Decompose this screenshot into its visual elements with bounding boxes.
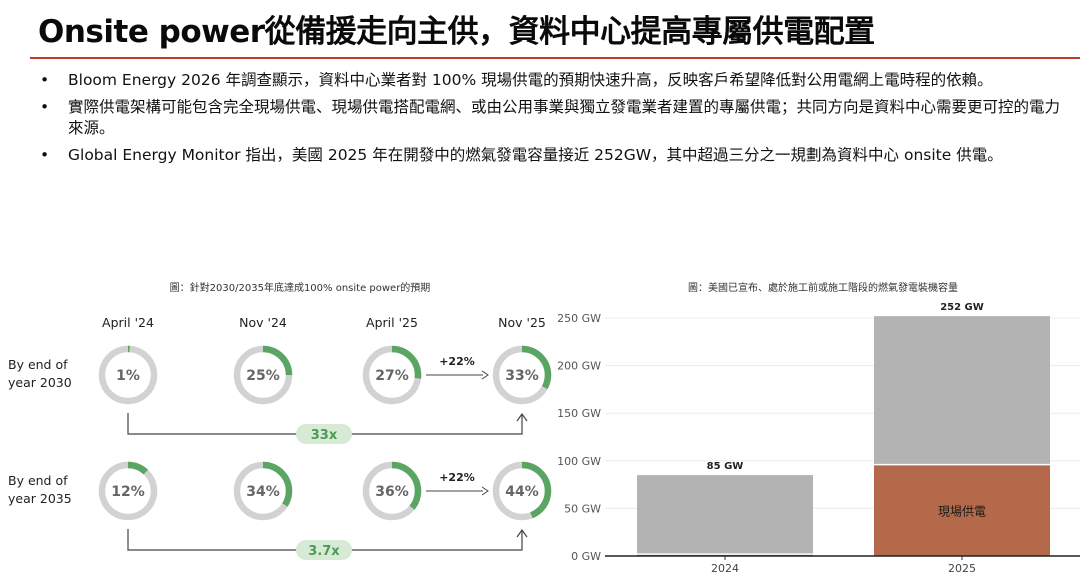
bar-total-label: 85 GW	[707, 461, 744, 472]
donut-chart-title: 圖：針對2030/2035年底達成100% onsite power的預期	[170, 281, 431, 294]
period-label: Nov '25	[498, 315, 546, 330]
donut-value-label: 1%	[116, 368, 140, 384]
y-tick-label: 200 GW	[557, 360, 601, 373]
bullet-text: Bloom Energy 2026 年調查顯示，資料中心業者對 100% 現場供…	[68, 71, 993, 89]
y-tick-label: 0 GW	[571, 550, 601, 563]
ratio-label: 3.7x	[308, 544, 340, 559]
x-tick-label: 2025	[948, 562, 976, 575]
bar-segment-onsite	[637, 554, 813, 556]
onsite-series-label: 現場供電	[938, 504, 986, 518]
bullet-item: • Bloom Energy 2026 年調查顯示，資料中心業者對 100% 現場…	[40, 70, 1060, 91]
donut-value-label: 44%	[505, 484, 539, 500]
donut-fill	[233, 461, 293, 521]
growth-arrowhead	[516, 412, 528, 422]
step-label: +22%	[439, 355, 475, 368]
bar-chart-panel: 圖：美國已宣布、處於施工前或施工階段的燃氣發電裝機容量 0 GW 50 GW 100 …	[545, 275, 1090, 577]
page-title: Onsite power從備援走向主供，資料中心提高專屬供電配置	[38, 14, 875, 50]
donut-value-label: 34%	[246, 484, 280, 500]
period-label: April '25	[366, 315, 418, 330]
donut-value-label: 12%	[111, 484, 145, 500]
ratio-badge	[296, 424, 352, 444]
row-label: By end of year 2030	[8, 357, 72, 390]
period-label: April '24	[102, 315, 154, 330]
bar-segment-other	[874, 316, 1050, 465]
bullet-item: • 實際供電架構可能包含完全現場供電、現場供電搭配電網、或由公用事業與獨立發電業者…	[40, 97, 1060, 139]
donut-fill	[362, 345, 422, 405]
y-tick-label: 100 GW	[557, 455, 601, 468]
donut-fill	[492, 461, 552, 521]
title-rule	[30, 57, 1080, 59]
bar-segment-other	[637, 475, 813, 555]
bullet-list: • Bloom Energy 2026 年調查顯示，資料中心業者對 100% 現場…	[40, 70, 1060, 172]
donut-fill	[98, 345, 158, 405]
donut-chart-panel: 圖：針對2030/2035年底達成100% onsite power的預期 Apr…	[0, 275, 560, 575]
donut-fill	[233, 345, 293, 405]
step-arrowhead	[481, 486, 489, 496]
donut-fill	[362, 461, 422, 521]
row-label: By end of year 2035	[8, 473, 72, 506]
bullet-symbol: •	[40, 98, 50, 116]
bullet-item: • Global Energy Monitor 指出，美國 2025 年在開發中的…	[40, 145, 1060, 166]
bar-segment-onsite	[874, 464, 1050, 556]
y-tick-label: 150 GW	[557, 407, 601, 420]
bar-total-label: 252 GW	[940, 302, 984, 313]
bar-chart: 圖：美國已宣布、處於施工前或施工階段的燃氣發電裝機容量 0 GW 50 GW 100 …	[557, 281, 1080, 575]
donut-fill	[492, 345, 552, 405]
period-label: Nov '24	[239, 315, 287, 330]
bullet-text: 實際供電架構可能包含完全現場供電、現場供電搭配電網、或由公用事業與獨立發電業者建…	[68, 98, 1061, 137]
bullet-text: Global Energy Monitor 指出，美國 2025 年在開發中的燃…	[68, 146, 1003, 164]
growth-arrowhead	[516, 528, 528, 538]
donut-value-label: 33%	[505, 368, 539, 384]
donut-value-label: 36%	[375, 484, 409, 500]
bar-chart-title: 圖：美國已宣布、處於施工前或施工階段的燃氣發電裝機容量	[688, 281, 958, 294]
donut-value-label: 27%	[375, 368, 409, 384]
bullet-symbol: •	[40, 71, 50, 89]
step-label: +22%	[439, 471, 475, 484]
ratio-label: 33x	[311, 428, 338, 443]
bullet-symbol: •	[40, 146, 50, 164]
donut-value-label: 25%	[246, 368, 280, 384]
y-tick-label: 50 GW	[564, 502, 601, 515]
x-tick-label: 2024	[711, 562, 739, 575]
donut-chart: 圖：針對2030/2035年底達成100% onsite power的預期 Apr…	[8, 281, 552, 560]
donut-fill	[98, 461, 158, 521]
step-arrowhead	[481, 370, 489, 380]
y-tick-label: 250 GW	[557, 312, 601, 325]
ratio-badge	[296, 540, 352, 560]
